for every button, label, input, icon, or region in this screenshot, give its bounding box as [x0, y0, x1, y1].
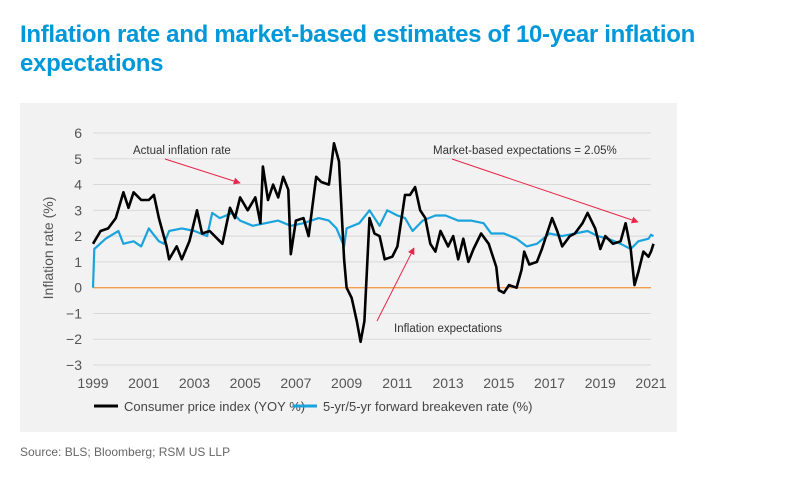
y-tick-label: −1: [66, 305, 82, 321]
series-line-breakeven: [91, 209, 655, 288]
y-tick-label: 2: [74, 228, 82, 244]
y-tick-label: −2: [66, 331, 82, 347]
x-tick-label: 2003: [179, 375, 210, 391]
x-tick-label: 2007: [280, 375, 311, 391]
annotation-arrow-market: [451, 158, 639, 224]
x-tick-label: 2015: [483, 375, 514, 391]
chart-title: Inflation rate and market-based estimate…: [20, 21, 695, 77]
y-tick-label: −3: [66, 357, 82, 373]
source-note: Source: BLS; Bloomberg; RSM US LLP: [20, 445, 231, 459]
x-tick-label: 1999: [77, 375, 108, 391]
x-tick-label: 2001: [128, 375, 159, 391]
x-tick-label: 2005: [230, 375, 261, 391]
series-line-cpi: [91, 142, 655, 344]
y-tick-label: 4: [74, 177, 82, 193]
x-tick-label: 2021: [635, 375, 666, 391]
x-tick-label: 2009: [331, 375, 362, 391]
y-tick-label: 5: [74, 151, 82, 167]
x-tick-label: 2013: [433, 375, 464, 391]
legend-label-cpi: Consumer price index (YOY %): [124, 399, 305, 414]
y-tick-label: 3: [74, 202, 82, 218]
legend: Consumer price index (YOY %) 5-yr/5-yr f…: [94, 399, 533, 414]
annotation-arrow-actual: [164, 158, 241, 185]
x-tick-label: 2011: [382, 375, 412, 391]
x-tick-label: 2019: [585, 375, 616, 391]
annotation-actual: Actual inflation rate: [133, 145, 231, 157]
annotation-arrow-expectations: [376, 247, 415, 322]
y-tick-label: 1: [74, 254, 82, 270]
legend-label-breakeven: 5-yr/5-yr forward breakeven rate (%): [323, 399, 533, 414]
y-axis-label: Inflation rate (%): [40, 197, 56, 300]
y-tick-label: 0: [74, 280, 82, 296]
x-tick-label: 2017: [534, 375, 565, 391]
annotation-expectations: Inflation expectations: [394, 323, 502, 335]
annotation-market: Market-based expectations = 2.05%: [433, 145, 617, 157]
y-tick-label: 6: [74, 125, 82, 141]
chart-panel: [20, 103, 677, 432]
